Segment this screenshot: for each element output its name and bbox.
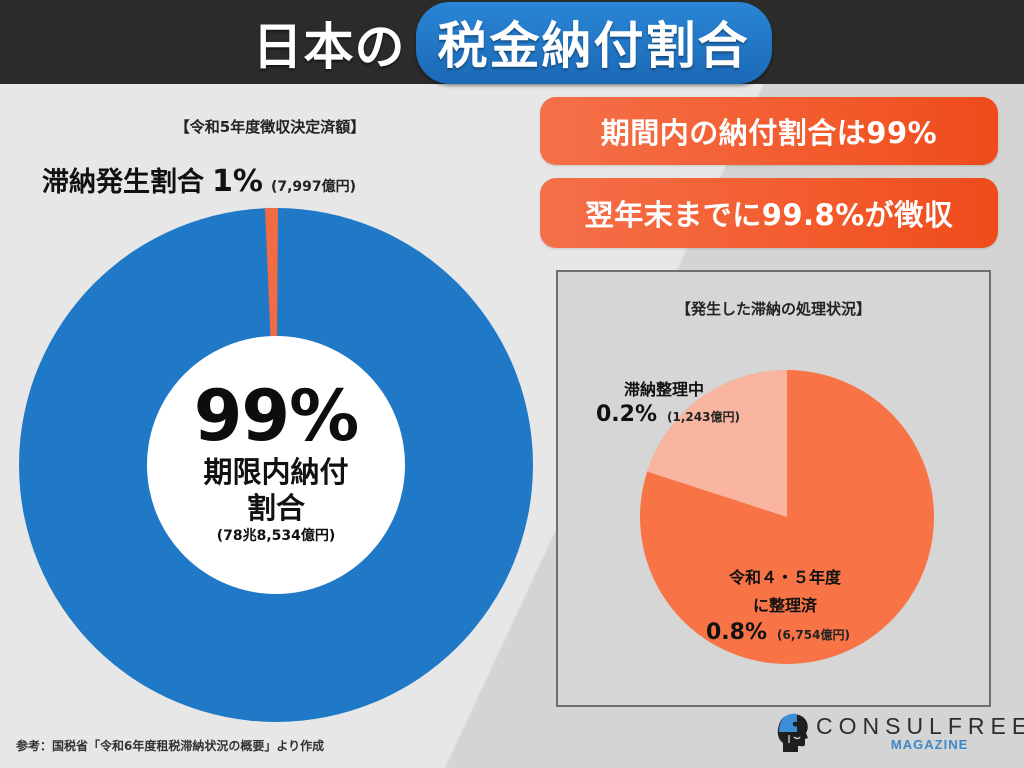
arrears-label: 滞納発生割合 [42, 167, 204, 198]
highlight-pill-on-time: 期間内の納付割合は99% [540, 97, 998, 165]
arrears-amount: (7,997億円) [270, 179, 357, 195]
resolved-amount: (6,754億円) [777, 628, 850, 642]
brand-logo: CONSULFREE MAGAZINE [776, 713, 1024, 753]
pie-slice-pending [647, 370, 787, 517]
donut-chart-subtitle: 【令和5年度徴収決定済額】 [174, 118, 366, 136]
resolved-label-line1: 令和４・５年度 [728, 568, 841, 587]
highlight-pill-collected: 翌年末までに99.8%が徴収 [540, 178, 998, 248]
on-time-amount: (78兆8,534億円) [216, 528, 336, 544]
title-prefix: 日本の [252, 18, 406, 76]
donut-center-label: 99% 期限内納付 割合 (78兆8,534億円) [148, 378, 404, 546]
donut-chart [19, 207, 533, 722]
arrears-percent: 1% [212, 164, 263, 199]
arrears-legend: 滞納発生割合 1% (7,997億円) [42, 160, 356, 199]
title-highlight: 税金納付割合 [415, 2, 772, 84]
pending-amount: (1,243億円) [667, 410, 740, 424]
arrears-status-title: 【発生した滞納の処理状況】 [675, 300, 871, 318]
pending-percent: 0.2% [596, 402, 658, 427]
brand-name: CONSULFREE [816, 713, 1024, 739]
brand-subname: MAGAZINE [890, 737, 969, 752]
page-title: 日本の 税金納付割合 [253, 2, 772, 84]
source-note: 参考：国税省「令和6年度租税滞納状況の概要」より作成 [16, 739, 325, 753]
resolved-label-line2: に整理済 [752, 596, 817, 615]
brand-wordmark: CONSULFREE MAGAZINE [816, 714, 1024, 752]
pending-label: 滞納整理中 [624, 380, 705, 399]
on-time-percent: 99% [193, 375, 360, 457]
header-bar: 日本の 税金納付割合 [0, 0, 1024, 84]
donut-hole [147, 336, 405, 594]
on-time-caption-2: 割合 [246, 491, 305, 525]
pending-value: 0.2% (1,243億円) [596, 402, 740, 427]
on-time-caption-1: 期限内納付 [203, 455, 349, 489]
resolved-label: 令和４・５年度 に整理済 [690, 564, 880, 620]
resolved-value: 0.8% (6,754億円) [706, 620, 850, 645]
resolved-percent: 0.8% [706, 620, 768, 645]
head-puzzle-icon [777, 713, 808, 752]
arrears-pie-chart [640, 370, 934, 664]
